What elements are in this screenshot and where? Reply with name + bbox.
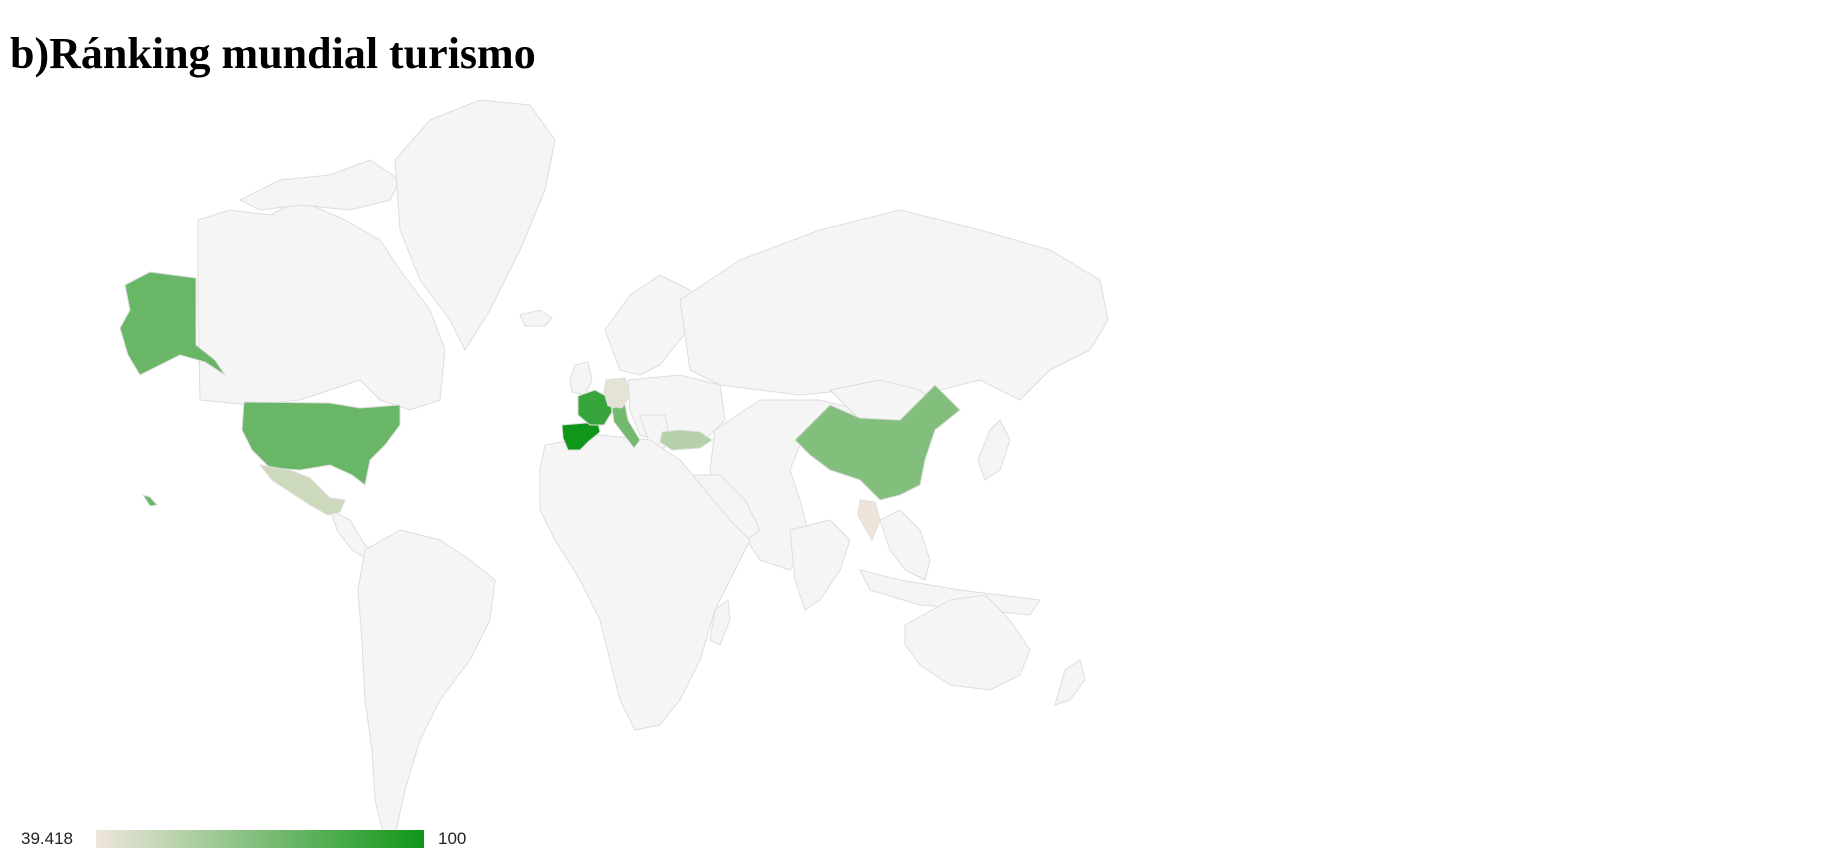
country-thailand[interactable] [857, 499, 881, 541]
country-turkey[interactable] [659, 429, 713, 451]
country-united-states[interactable] [241, 401, 401, 486]
base-land [197, 100, 1109, 841]
page-title: b)Ránking mundial turismo [10, 29, 536, 78]
country-united-states-hawaii[interactable] [142, 494, 158, 507]
data-regions [119, 271, 961, 541]
country-southeast-asia[interactable] [879, 509, 931, 581]
world-geochart[interactable] [0, 100, 1320, 861]
legend-min-label: 39.418 [21, 829, 73, 848]
country-south-america[interactable] [357, 529, 496, 841]
country-iceland[interactable] [519, 309, 553, 327]
country-russia[interactable] [679, 209, 1109, 401]
world-map-svg[interactable] [0, 100, 1320, 861]
country-madagascar[interactable] [709, 599, 731, 646]
country-uk[interactable] [569, 361, 593, 396]
country-africa[interactable] [539, 434, 751, 731]
country-new-zealand[interactable] [1054, 659, 1086, 706]
country-united-states-alaska[interactable] [119, 271, 226, 376]
legend-max-label: 100 [438, 829, 467, 848]
country-japan[interactable] [977, 419, 1011, 481]
country-greenland[interactable] [394, 100, 556, 351]
legend-gradient-bar [96, 830, 424, 848]
country-australia[interactable] [904, 594, 1031, 691]
country-mexico[interactable] [259, 464, 346, 516]
country-china[interactable] [794, 384, 961, 501]
country-france[interactable] [577, 389, 613, 426]
country-india[interactable] [789, 519, 851, 611]
country-italy[interactable] [611, 404, 641, 449]
country-germany[interactable] [603, 377, 631, 409]
country-indonesia[interactable] [859, 569, 1041, 616]
color-legend: 39.418 100 [18, 828, 518, 850]
country-canada-islands[interactable] [239, 159, 401, 211]
